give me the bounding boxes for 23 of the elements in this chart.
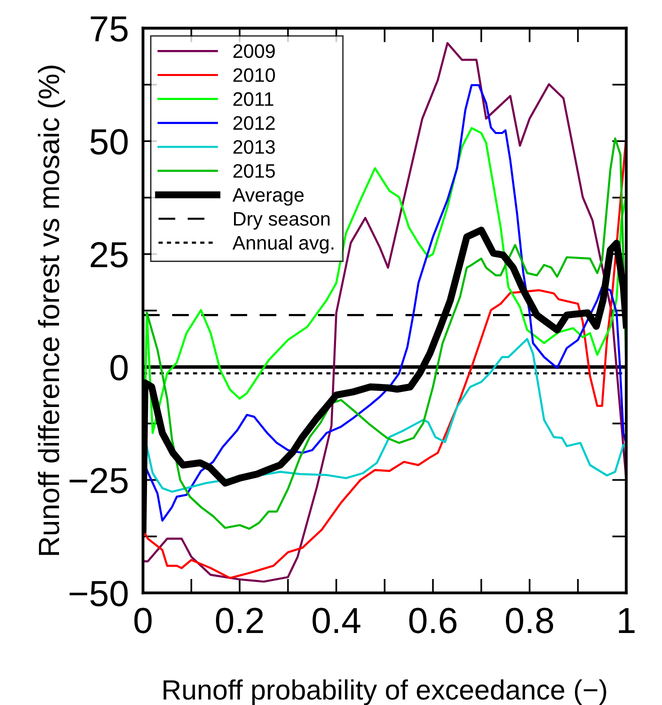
y-tick-label: 75 [90,16,128,42]
legend-label: Average [232,188,304,206]
legend-label: 2013 [233,140,275,154]
y-tick-label: 25 [90,242,128,268]
legend-label: Annual avg. [232,235,334,254]
legend-label: 2009 [233,44,275,58]
x-tick-label: 0.2 [216,608,263,634]
x-tick-label: 1 [618,608,635,633]
legend-label: 2012 [233,116,275,130]
x-axis-title: Runoff probability of exceedance (−) [164,679,606,705]
x-tick-label: 0.4 [312,608,360,634]
y-tick-label: 0 [110,354,128,380]
x-tick-label: 0.6 [409,608,456,634]
y-tick-label: −50 [70,580,128,606]
y-tick-label: −25 [70,468,128,494]
legend-label: 2010 [233,68,275,82]
legend-label: Dry season [234,212,330,230]
x-tick-label: 0 [134,608,152,634]
legend-label: 2011 [233,92,274,106]
x-tick-label: 0.8 [506,608,554,634]
y-axis-title: Runoff difference forest vs mosaic (%) [38,66,66,555]
legend-label: 2015 [233,164,275,178]
y-tick-label: 50 [90,129,128,155]
